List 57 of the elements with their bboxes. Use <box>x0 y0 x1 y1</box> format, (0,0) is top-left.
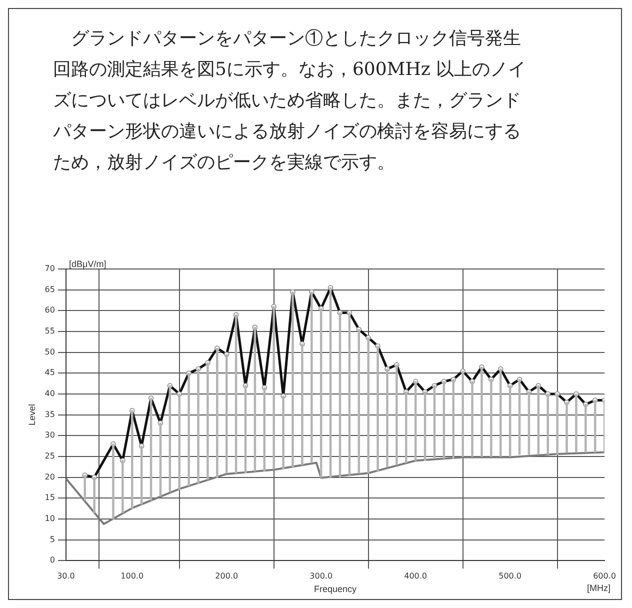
bar <box>566 402 568 453</box>
x-tick-label: 400.0 <box>404 571 428 580</box>
y-tick-label: 10 <box>44 514 55 524</box>
bar <box>396 364 398 466</box>
bar <box>575 394 578 453</box>
y-tick-label: 5 <box>50 534 55 544</box>
y-tick-label: 0 <box>50 556 55 565</box>
bar <box>93 476 96 514</box>
bar <box>282 396 284 470</box>
y-tick-label: 35 <box>44 410 55 419</box>
y-tick-label: 45 <box>44 368 55 378</box>
bar <box>292 292 294 468</box>
bar <box>376 346 379 472</box>
text: グランドパターンをパターン①としたクロック信号発生回路の測定結果を図5に示す。なお，600MHz 以上のノイズについてはレベルが低いため省略した。また，グランドパターン形状の違いによる放射ノイズの検討を容易にするため，放射ノイズのピークを実線で示す。 <box>53 27 528 175</box>
bar <box>386 368 388 468</box>
bar <box>112 444 114 520</box>
y-tick-label: 40 <box>44 389 55 398</box>
y-tick-label: 65 <box>44 284 55 294</box>
x-tick-label: 100.0 <box>120 571 144 580</box>
x-tick-label: 500.0 <box>498 571 522 580</box>
bar <box>556 394 558 455</box>
bar <box>405 392 408 464</box>
bar <box>197 368 200 484</box>
bar <box>452 379 454 459</box>
bar <box>272 306 275 470</box>
y-tick-label: 30 <box>44 430 55 440</box>
x-tick-label: 30.0 <box>57 571 75 580</box>
bar <box>188 372 190 486</box>
x-axis-title: Frequency <box>314 584 358 594</box>
y-tick-label: 25 <box>44 452 55 461</box>
bar <box>206 362 209 480</box>
x-tick-label: 300.0 <box>310 571 333 580</box>
bar <box>310 292 313 464</box>
bar <box>462 370 464 457</box>
x-tick-label: 600.0 <box>593 571 616 580</box>
bar <box>122 460 124 514</box>
text: [MHz] <box>587 583 610 593</box>
y-tick-label: 20 <box>44 472 55 482</box>
y-tick-label: 60 <box>44 306 55 315</box>
bar <box>178 394 180 490</box>
text: [dBμV/m] <box>69 259 106 269</box>
x-tick-label: 200.0 <box>215 571 238 580</box>
bar <box>471 381 474 457</box>
bar <box>490 379 492 457</box>
bar <box>584 404 587 453</box>
y-tick-label: 15 <box>44 493 55 502</box>
bar <box>216 348 218 478</box>
y-tick-label: 50 <box>44 347 55 356</box>
bar <box>84 474 86 501</box>
bar <box>130 410 134 509</box>
y-tick-label: 55 <box>44 326 55 336</box>
bar <box>480 366 483 457</box>
y-axis-title: Level <box>26 404 37 426</box>
y-tick-label: 70 <box>44 264 55 274</box>
bar <box>301 344 304 466</box>
bar <box>546 394 549 455</box>
bar <box>367 337 370 474</box>
